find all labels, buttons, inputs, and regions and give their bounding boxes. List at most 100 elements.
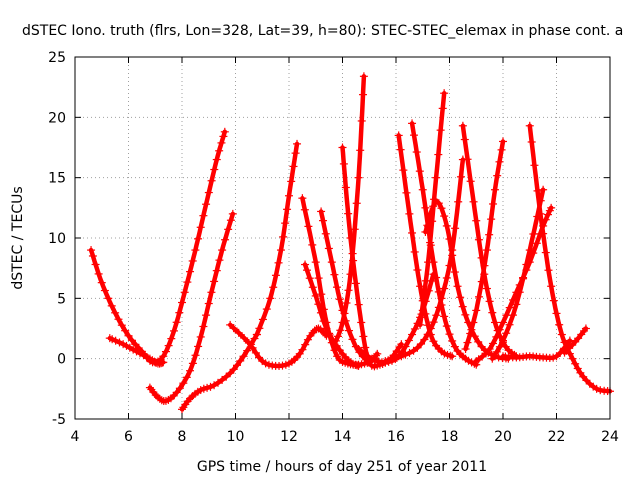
data-point: [301, 340, 310, 349]
y-axis-label: dSTEC / TECUs: [10, 186, 26, 289]
data-point: [440, 284, 449, 293]
data-point: [87, 246, 96, 255]
data-point: [547, 203, 556, 212]
data-point: [300, 205, 309, 214]
data-point: [543, 210, 552, 219]
data-point: [354, 173, 363, 182]
data-point: [392, 353, 401, 362]
data-point: [596, 386, 605, 395]
data-point: [416, 282, 425, 291]
data-point: [308, 283, 317, 292]
data-point: [159, 358, 168, 367]
data-point: [525, 246, 534, 255]
x-tick-label: 14: [334, 429, 352, 445]
data-point: [319, 216, 328, 225]
data-point: [344, 209, 353, 218]
data-point: [522, 260, 531, 269]
data-point: [408, 228, 417, 237]
x-tick-label: 10: [227, 429, 245, 445]
data-point: [451, 224, 460, 233]
data-point: [336, 326, 345, 335]
data-point: [426, 211, 435, 220]
data-point: [129, 345, 138, 354]
data-point: [243, 346, 252, 355]
data-point: [416, 339, 425, 348]
data-point: [405, 209, 414, 218]
data-point: [485, 345, 494, 354]
series-0: [87, 127, 229, 367]
data-point: [519, 274, 528, 283]
data-point: [442, 273, 451, 282]
data-point: [357, 116, 366, 125]
data-point: [293, 139, 302, 148]
data-point: [463, 338, 472, 347]
data-point: [215, 256, 224, 265]
data-point: [488, 339, 497, 348]
data-point: [164, 341, 173, 350]
data-point: [552, 352, 561, 361]
data-point: [266, 294, 275, 303]
data-point: [397, 352, 406, 361]
series-23: [560, 324, 590, 357]
data-point: [352, 199, 361, 208]
data-point: [474, 235, 483, 244]
series-21: [499, 336, 574, 362]
data-point: [251, 348, 260, 357]
data-point: [560, 348, 569, 357]
data-point: [419, 294, 428, 303]
data-point: [178, 405, 186, 414]
data-point: [191, 246, 200, 255]
data-point: [258, 315, 267, 324]
data-point: [117, 321, 126, 330]
y-tick-label: -5: [52, 412, 66, 428]
data-point: [217, 138, 226, 147]
data-point: [327, 258, 336, 267]
x-tick-label: 24: [601, 429, 619, 445]
data-point: [527, 137, 536, 146]
series-18: [461, 137, 507, 354]
data-point: [565, 336, 574, 345]
data-point: [213, 378, 222, 387]
y-tick-label: 15: [48, 171, 66, 187]
data-point: [301, 260, 310, 269]
data-point: [499, 318, 507, 327]
data-point: [345, 326, 354, 335]
data-point: [283, 205, 292, 214]
data-point: [271, 271, 280, 280]
data-point: [341, 183, 350, 192]
data-point: [536, 209, 545, 218]
y-tick-label: 5: [57, 291, 66, 307]
data-point: [348, 335, 357, 344]
data-point: [274, 258, 283, 267]
data-point: [218, 375, 227, 384]
data-point: [186, 267, 195, 276]
data-point: [354, 300, 363, 309]
data-point: [495, 325, 504, 334]
data-point: [186, 366, 195, 375]
data-point: [402, 188, 411, 197]
data-point: [512, 300, 521, 309]
data-point: [410, 247, 419, 256]
data-point: [261, 359, 270, 368]
series-5: [252, 139, 302, 339]
data-point: [322, 324, 331, 333]
data-point: [573, 364, 582, 373]
data-point: [432, 173, 441, 182]
data-point: [124, 331, 133, 340]
x-tick-label: 16: [387, 429, 405, 445]
data-point: [335, 295, 344, 304]
data-point: [469, 197, 478, 206]
data-point: [529, 229, 538, 238]
data-point: [311, 258, 320, 267]
data-point: [466, 329, 475, 338]
data-point: [180, 288, 189, 297]
series-14: [408, 119, 481, 369]
data-point: [450, 268, 459, 277]
data-point: [499, 137, 507, 146]
data-point: [413, 343, 422, 352]
data-point: [401, 342, 410, 351]
data-point: [199, 322, 208, 331]
series-trace: [147, 211, 236, 404]
data-point: [308, 240, 317, 249]
